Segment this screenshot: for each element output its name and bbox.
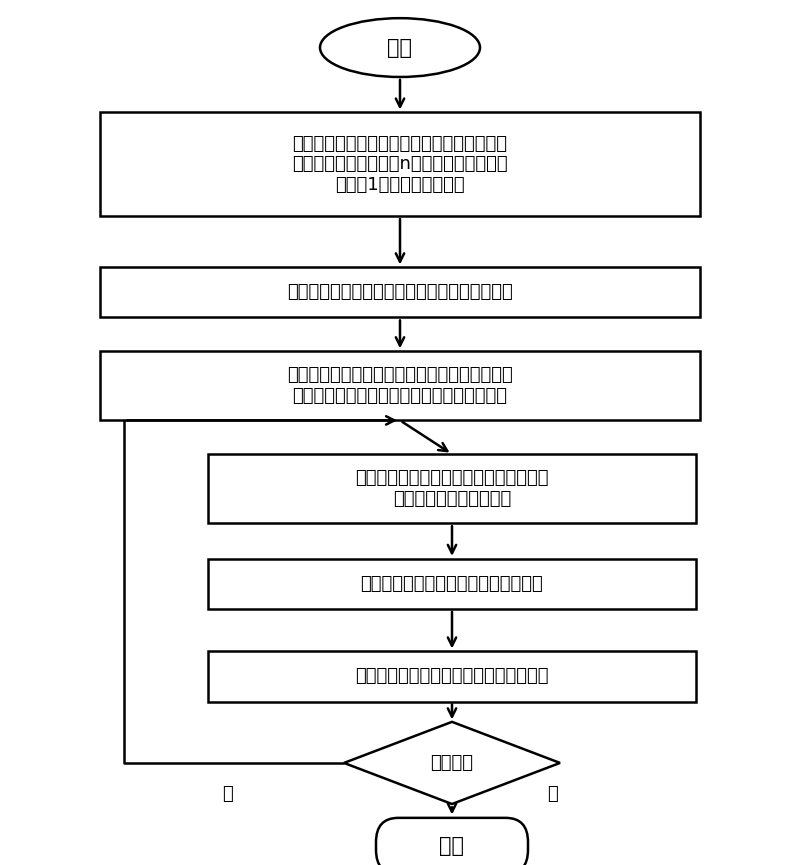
Bar [100,267,700,317]
FancyBboxPatch shape [376,818,528,865]
Text: 确定运动平台质心相对于初始相位的位置: 确定运动平台质心相对于初始相位的位置 [355,668,549,685]
Text: 通过数学算法解算运动平台的质心相位: 通过数学算法解算运动平台的质心相位 [361,575,543,593]
Bar [208,559,696,609]
Text: 结束: 结束 [439,836,465,856]
Text: 否: 否 [222,785,234,803]
Polygon shape [344,721,560,804]
Bar [100,351,700,420]
Text: 是: 是 [546,785,558,803]
Bar [208,454,696,523]
Text: 根据运动系统中磁钢阵列确定磁通密度分布模型: 根据运动系统中磁钢阵列确定磁通密度分布模型 [287,284,513,301]
Text: 在运动平台运动前，确定上述线性霍尔传感器的
安装位置，并转化为相对运动平台质心的相位: 在运动平台运动前，确定上述线性霍尔传感器的 安装位置，并转化为相对运动平台质心的… [287,367,513,405]
Text: 开始: 开始 [387,37,413,58]
Bar [208,651,696,702]
Bar [100,112,700,216]
Ellipse shape [320,18,480,77]
Text: 运动停止: 运动停止 [430,754,474,772]
Text: 在运动平台工作过程中，记录上述线性霍
尔传感器磁通密度测量值: 在运动平台工作过程中，记录上述线性霍 尔传感器磁通密度测量值 [355,470,549,508]
Text: 选取运动系统中运动平台表面的磁钢阵列一个
或一个以上极距内任意n个不同位置，每个位
置放置1个线性霍尔传感器: 选取运动系统中运动平台表面的磁钢阵列一个 或一个以上极距内任意n个不同位置，每个… [292,135,508,194]
